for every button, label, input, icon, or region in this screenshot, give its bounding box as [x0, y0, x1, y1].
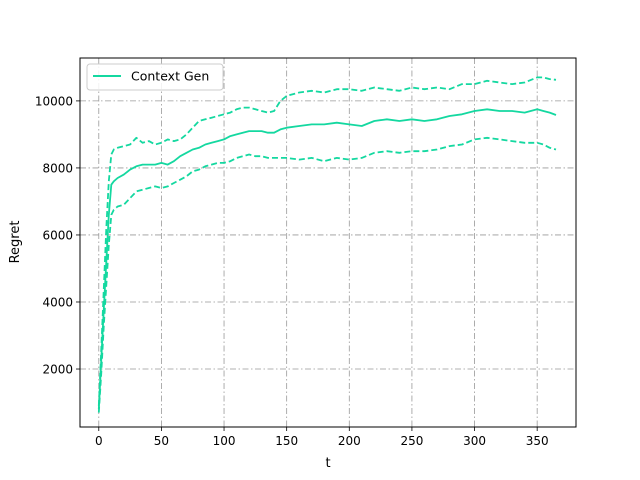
x-tick-label: 100: [213, 434, 236, 448]
y-tick-label: 2000: [42, 363, 73, 377]
x-tick-label: 250: [400, 434, 423, 448]
y-tick-label: 4000: [42, 295, 73, 309]
x-axis-label: t: [325, 456, 330, 471]
x-tick-label: 300: [463, 434, 486, 448]
x-tick-label: 200: [338, 434, 361, 448]
y-tick-label: 6000: [42, 228, 73, 242]
ticks: 0 50 100 150 200 250 300 350 2000 4000 6000 8000 100…: [35, 94, 549, 448]
series-band-line-1: [97, 76, 557, 406]
legend: Context Gen: [86, 63, 224, 91]
y-tick-label: 8000: [42, 161, 73, 175]
x-tick-label: 150: [275, 434, 298, 448]
y-tick-label: 10000: [35, 94, 73, 108]
plot-series: [97, 76, 557, 413]
y-axis-label: Regret: [8, 221, 23, 264]
x-tick-label: 50: [154, 434, 169, 448]
plot-frame: [79, 57, 577, 428]
series-band-line-2: [97, 136, 557, 413]
x-tick-label: 0: [95, 434, 103, 448]
series-line-context-gen: [97, 108, 557, 410]
x-tick-label: 350: [526, 434, 549, 448]
grid: [80, 58, 576, 427]
legend-box: [86, 63, 224, 91]
legend-label-context-gen: Context Gen: [131, 69, 209, 84]
